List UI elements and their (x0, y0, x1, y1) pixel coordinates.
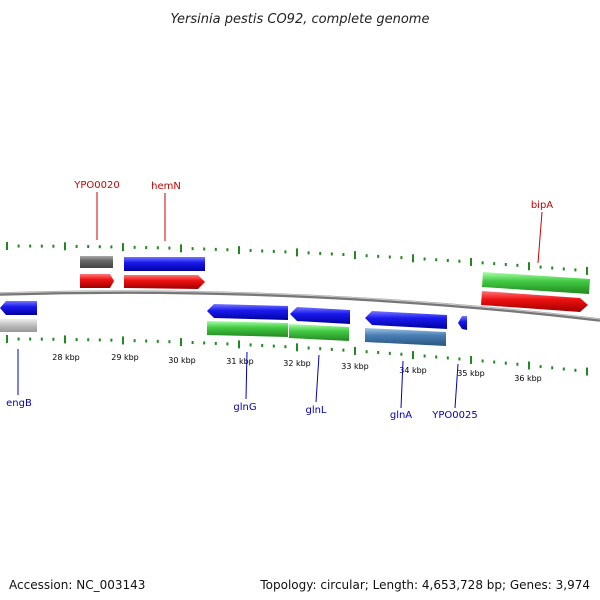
leader-bipa (537, 211, 543, 264)
gene-label-glng[interactable]: glnG (233, 402, 256, 413)
genome-summary-text: Topology: circular; Length: 4,653,728 bp… (260, 578, 590, 592)
label-leaders (17, 192, 543, 409)
gene-label-ypo0020[interactable]: YPO0020 (73, 180, 119, 191)
cds-blue-glna[interactable] (365, 311, 447, 329)
outer-tick-ring (6, 242, 588, 275)
gene-red-bipa[interactable] (481, 291, 588, 312)
upper-features (80, 256, 590, 312)
inner-tick-ring (6, 335, 588, 376)
scale-label-29: 29 kbp (111, 353, 139, 362)
cds-blue-glnl[interactable] (290, 307, 350, 324)
cds-blue-glng[interactable] (207, 304, 288, 320)
scale-label-32: 32 kbp (283, 359, 311, 368)
gene-label-bipa[interactable]: bipA (531, 200, 553, 211)
scale-label-35: 35 kbp (457, 369, 485, 378)
genome-backbone (0, 290, 600, 322)
scale-label-36: 36 kbp (514, 374, 542, 383)
map-title: Yersinia pestis CO92, complete genome (171, 12, 430, 27)
cds-blue-ypo0025[interactable] (458, 316, 467, 330)
gene-gray-ypo0020[interactable] (80, 256, 113, 268)
gene-label-glna[interactable]: glnA (390, 410, 412, 421)
leader-ypo0025 (454, 363, 459, 409)
leader-glna (400, 360, 404, 409)
scale-label-33: 33 kbp (341, 362, 369, 371)
gene-gray-engb[interactable] (0, 319, 37, 332)
genome-backbone-highlight (0, 290, 600, 320)
scale-label-34: 34 kbp (399, 366, 427, 375)
gene-green-glng[interactable] (207, 321, 288, 337)
gene-steelblue-glna[interactable] (365, 328, 446, 346)
gene-label-hemn[interactable]: hemN (151, 181, 181, 192)
gene-labels: YPO0020 hemN bipA engB glnG glnL glnA YP… (6, 180, 553, 421)
gene-green-glnl[interactable] (289, 324, 349, 341)
scale-label-30: 30 kbp (168, 356, 196, 365)
scale-labels: 28 kbp 29 kbp 30 kbp 31 kbp 32 kbp 33 kb… (52, 353, 542, 383)
gene-label-ypo0025[interactable]: YPO0025 (431, 410, 477, 421)
gene-red-hemn[interactable] (124, 275, 205, 289)
lower-features (0, 301, 467, 346)
cds-blue-hemn[interactable] (124, 257, 205, 271)
gene-red-ypo0020[interactable] (80, 274, 114, 288)
accession-text: Accession: NC_003143 (9, 578, 146, 592)
leader-glnl (315, 354, 320, 403)
gene-label-glnl[interactable]: glnL (305, 405, 326, 416)
gene-green-bipa[interactable] (482, 272, 590, 294)
scale-label-31: 31 kbp (226, 357, 254, 366)
gene-label-engb[interactable]: engB (6, 398, 32, 409)
leader-glng (245, 351, 248, 400)
cds-blue-engb[interactable] (0, 301, 37, 315)
scale-label-28: 28 kbp (52, 353, 80, 362)
